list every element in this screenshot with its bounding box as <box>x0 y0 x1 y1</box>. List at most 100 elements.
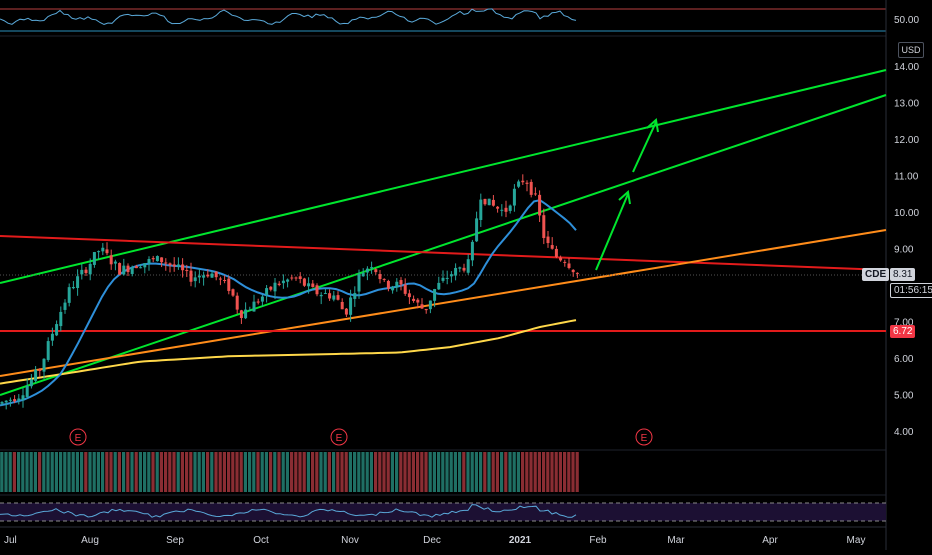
candle-body[interactable] <box>512 188 516 206</box>
candle-body[interactable] <box>147 259 151 264</box>
candle-body[interactable] <box>84 269 88 274</box>
candle-body[interactable] <box>189 270 193 282</box>
candle-body[interactable] <box>273 282 277 292</box>
earnings-marker-2[interactable]: E <box>330 428 348 446</box>
candle-body[interactable] <box>4 400 8 403</box>
candle-body[interactable] <box>319 294 323 297</box>
candle-body[interactable] <box>538 194 542 216</box>
candle-body[interactable] <box>38 369 42 371</box>
candle-body[interactable] <box>80 269 84 275</box>
candle-body[interactable] <box>97 251 101 253</box>
candle-body[interactable] <box>416 299 420 303</box>
candle-body[interactable] <box>496 206 500 209</box>
candle-body[interactable] <box>391 286 395 291</box>
candle-body[interactable] <box>403 284 407 294</box>
candle-body[interactable] <box>21 395 25 400</box>
candle-body[interactable] <box>466 259 470 273</box>
candle-body[interactable] <box>13 399 17 402</box>
projection-arrow-1[interactable] <box>595 190 631 271</box>
candle-body[interactable] <box>441 277 445 281</box>
candle-body[interactable] <box>340 301 344 310</box>
candle-body[interactable] <box>281 280 285 284</box>
candle-body[interactable] <box>479 199 483 220</box>
candle-body[interactable] <box>59 311 63 327</box>
candle-body[interactable] <box>546 236 550 244</box>
candle-body[interactable] <box>260 296 264 302</box>
candle-body[interactable] <box>34 369 38 381</box>
main-price-pane[interactable] <box>0 69 887 410</box>
candle-body[interactable] <box>181 264 185 271</box>
candle-body[interactable] <box>542 215 546 239</box>
candle-body[interactable] <box>302 278 306 286</box>
candle-body[interactable] <box>202 275 206 278</box>
candle-body[interactable] <box>197 275 201 278</box>
candle-body[interactable] <box>105 249 109 254</box>
candle-body[interactable] <box>151 258 155 260</box>
candle-body[interactable] <box>458 267 462 269</box>
candle-body[interactable] <box>50 333 54 341</box>
candle-body[interactable] <box>559 257 563 261</box>
candle-body[interactable] <box>378 274 382 280</box>
channel-lower-line[interactable] <box>0 94 887 396</box>
candle-body[interactable] <box>445 277 449 279</box>
candle-body[interactable] <box>437 282 441 290</box>
candle-body[interactable] <box>134 266 138 269</box>
candle-body[interactable] <box>160 257 164 263</box>
candle-body[interactable] <box>17 398 21 401</box>
candle-body[interactable] <box>344 308 348 315</box>
candle-body[interactable] <box>365 268 369 273</box>
moving-average-50[interactable] <box>0 199 577 407</box>
candle-body[interactable] <box>412 298 416 301</box>
candle-body[interactable] <box>118 263 122 275</box>
candle-body[interactable] <box>370 267 374 269</box>
price-axis[interactable]: 14.00 13.00 12.00 11.00 10.00 9.00 7.00 6.00 5.0… <box>894 62 919 438</box>
candle-body[interactable] <box>67 287 71 303</box>
candle-body[interactable] <box>311 283 315 287</box>
candle-body[interactable] <box>454 267 458 276</box>
candle-body[interactable] <box>139 267 143 269</box>
candle-body[interactable] <box>571 269 575 273</box>
candle-body[interactable] <box>424 308 428 311</box>
candle-body[interactable] <box>248 309 252 311</box>
candle-body[interactable] <box>504 207 508 212</box>
candle-body[interactable] <box>256 301 260 303</box>
candle-body[interactable] <box>101 247 105 252</box>
candle-body[interactable] <box>227 278 231 291</box>
candle-body[interactable] <box>323 293 327 295</box>
candle-body[interactable] <box>525 182 529 184</box>
candle-body[interactable] <box>517 181 521 187</box>
candle-body[interactable] <box>235 295 239 310</box>
earnings-markers[interactable]: E E E <box>69 428 653 446</box>
candle-body[interactable] <box>475 218 479 242</box>
candle-body[interactable] <box>193 277 197 282</box>
candle-body[interactable] <box>214 271 218 278</box>
candle-body[interactable] <box>231 289 235 296</box>
earnings-marker-3[interactable]: E <box>635 428 653 446</box>
candle-body[interactable] <box>563 261 567 263</box>
moving-average-200[interactable] <box>0 319 577 385</box>
candle-body[interactable] <box>336 295 340 300</box>
candle-body[interactable] <box>294 277 298 279</box>
candle-body[interactable] <box>0 402 4 404</box>
candle-body[interactable] <box>328 293 332 299</box>
candle-body[interactable] <box>298 276 302 280</box>
candlestick-series[interactable] <box>0 174 579 410</box>
candle-body[interactable] <box>382 278 386 280</box>
candle-body[interactable] <box>374 269 378 273</box>
candle-body[interactable] <box>122 265 126 275</box>
candle-body[interactable] <box>210 273 214 278</box>
candle-body[interactable] <box>92 252 96 265</box>
candle-body[interactable] <box>265 288 269 295</box>
candle-body[interactable] <box>399 280 403 285</box>
candle-body[interactable] <box>25 385 29 397</box>
candle-body[interactable] <box>8 399 12 401</box>
candle-body[interactable] <box>277 283 281 285</box>
candle-body[interactable] <box>491 199 495 206</box>
candle-body[interactable] <box>168 263 172 266</box>
candle-body[interactable] <box>433 289 437 301</box>
candle-body[interactable] <box>55 324 59 336</box>
candle-body[interactable] <box>130 267 134 274</box>
candle-body[interactable] <box>470 241 474 261</box>
